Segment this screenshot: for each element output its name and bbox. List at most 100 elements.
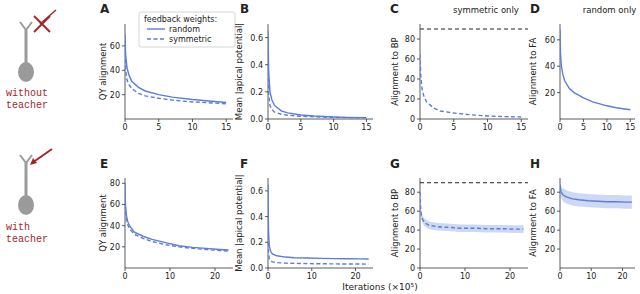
y-axis-label: QY alignment: [98, 194, 108, 252]
row-label: with: [6, 222, 30, 233]
y-tick: [417, 192, 420, 193]
y-tick: [265, 216, 268, 217]
x-tick: [591, 268, 592, 271]
y-tick-label: 20: [545, 245, 555, 254]
y-tick-label: 0.0: [250, 264, 263, 273]
x-tick-label: 5: [451, 123, 456, 132]
legend-swatch: [147, 28, 165, 29]
panel-title: symmetric only: [453, 5, 519, 15]
panel: 0510150.00.20.40.6Mean |apical potential…: [234, 2, 373, 132]
panel: 051015204060QY alignmentAfeedback weight…: [98, 2, 235, 132]
x-tick: [125, 268, 126, 271]
y-tick-label: 0.2: [250, 238, 263, 247]
x-tick-label: 20: [505, 272, 515, 281]
x-axis: [420, 119, 528, 120]
legend-swatch: [147, 38, 165, 39]
y-tick: [417, 249, 420, 250]
x-axis: [268, 268, 373, 269]
y-tick-label: 80: [545, 188, 555, 197]
x-tick-label: 5: [298, 123, 303, 132]
x-tick-label: 20: [617, 272, 627, 281]
y-tick-label: 40: [405, 75, 415, 84]
x-tick-label: 0: [265, 123, 270, 132]
row-label: without: [6, 88, 48, 99]
error-band: [420, 188, 524, 233]
y-tick: [122, 246, 125, 247]
x-tick: [215, 268, 216, 271]
y-tick-label: 80: [405, 188, 415, 197]
plot-area: [125, 183, 229, 251]
series-line: [268, 72, 366, 118]
legend: feedback weights:randomsymmetric: [139, 12, 235, 47]
series-line: [268, 31, 366, 118]
panel: 051015204060Alignment to FADrandom only: [528, 2, 636, 132]
x-axis: [560, 268, 635, 269]
y-tick: [557, 249, 560, 250]
panel-letter: C: [390, 2, 399, 16]
soma: [18, 195, 34, 215]
teacher-arrowhead: [30, 158, 37, 165]
y-tick: [417, 79, 420, 80]
plot-area: [268, 31, 366, 118]
y-tick: [122, 70, 125, 71]
panel-title: random only: [583, 5, 637, 15]
x-tick: [311, 268, 312, 271]
dendrite: [20, 155, 26, 163]
y-tick-label: 20: [110, 91, 120, 100]
x-tick-label: 10: [482, 123, 492, 132]
plot-area: [268, 184, 369, 264]
reference-line: [420, 182, 528, 183]
x-axis: [420, 268, 528, 269]
y-tick: [417, 230, 420, 231]
panel: 051015020406080Alignment to BPCsymmetric…: [390, 2, 528, 132]
x-tick-label: 0: [265, 272, 270, 281]
y-tick-label: 20: [545, 89, 555, 98]
panel-letter: F: [240, 157, 248, 171]
series-line: [268, 184, 369, 259]
y-tick: [557, 192, 560, 193]
figure: withoutteacherwithteacherIterations (×10…: [0, 0, 640, 294]
x-tick: [333, 119, 334, 122]
dendrite: [25, 163, 28, 199]
x-tick-label: 15: [625, 123, 635, 132]
y-tick-label: 0.0: [250, 115, 263, 124]
x-tick: [583, 119, 584, 122]
y-tick-label: 40: [545, 62, 555, 71]
panel: 01020020406080Alignment to BPG: [390, 157, 528, 281]
x-tick: [125, 119, 126, 122]
y-tick: [417, 119, 420, 120]
x-tick-label: 10: [460, 272, 470, 281]
y-tick-label: 80: [110, 179, 120, 188]
series-line: [268, 229, 369, 264]
y-tick: [417, 39, 420, 40]
y-axis-label: Alignment to FA: [528, 38, 538, 106]
x-tick-label: 5: [581, 123, 586, 132]
y-tick: [265, 242, 268, 243]
x-tick: [560, 268, 561, 271]
y-axis: [420, 24, 421, 119]
x-tick-label: 10: [586, 272, 596, 281]
y-axis-label: Mean |apical potential|: [234, 174, 244, 271]
soma: [18, 62, 34, 82]
dendrite: [20, 22, 26, 30]
panel: 010200.00.20.40.6Mean |apical potential|…: [234, 157, 373, 281]
x-tick: [465, 268, 466, 271]
x-tick: [226, 119, 227, 122]
x-tick-label: 20: [210, 272, 220, 281]
x-tick-label: 15: [221, 123, 231, 132]
x-tick-label: 0: [557, 272, 562, 281]
y-tick-label: 0: [410, 115, 415, 124]
panel-letter: H: [530, 157, 540, 171]
plot-area: [420, 29, 528, 117]
panel-letter: B: [240, 2, 249, 16]
x-axis: [268, 119, 373, 120]
teacher-cross: [34, 16, 50, 32]
y-tick: [265, 268, 268, 269]
panel-letter: D: [530, 2, 540, 16]
error-band: [560, 180, 632, 209]
x-tick-label: 0: [122, 272, 127, 281]
y-tick-label: 20: [405, 245, 415, 254]
y-tick: [557, 66, 560, 67]
x-tick-label: 10: [602, 123, 612, 132]
y-tick-label: 0: [410, 264, 415, 273]
